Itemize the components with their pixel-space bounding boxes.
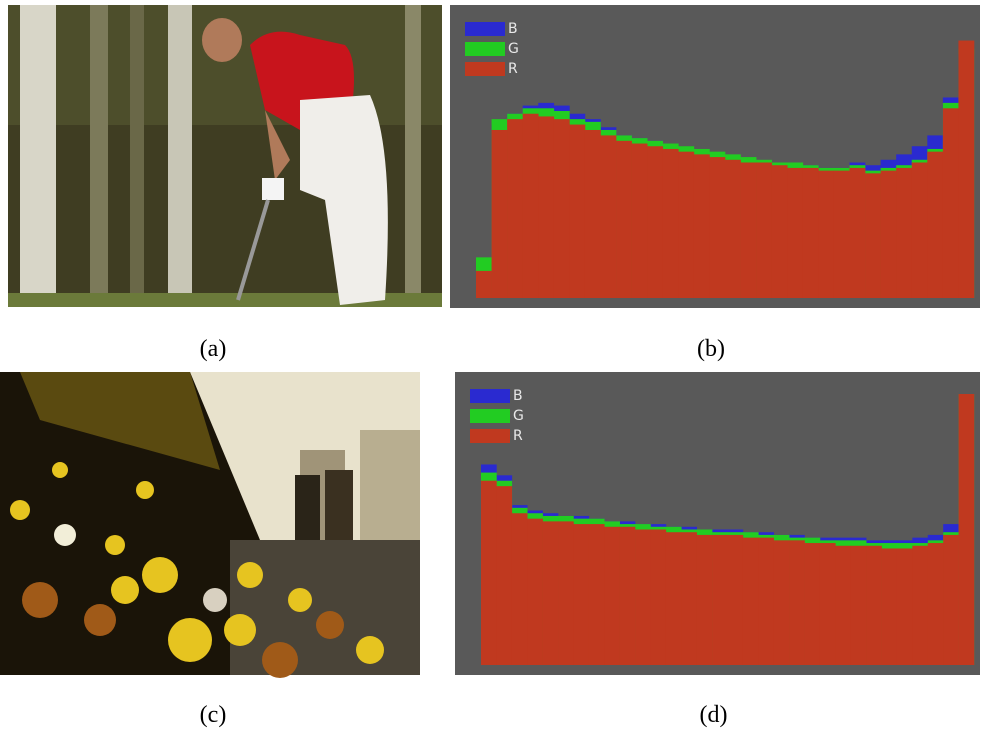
legend-label: B xyxy=(508,21,518,37)
histogram-bar xyxy=(554,119,570,298)
histogram-bar xyxy=(694,154,710,298)
histogram-bar xyxy=(834,171,850,298)
caption: (b) xyxy=(697,336,725,362)
histogram-bar xyxy=(772,165,788,298)
histogram-bar xyxy=(725,160,741,298)
histogram-bar xyxy=(912,546,928,665)
histogram-bar xyxy=(476,271,492,298)
histogram-bar xyxy=(650,530,666,666)
histogram-bar xyxy=(492,130,508,298)
histogram-bar xyxy=(943,535,959,665)
histogram-bar xyxy=(897,548,913,665)
histogram: BGR xyxy=(450,5,980,308)
legend-label: R xyxy=(508,61,518,77)
histogram-bar xyxy=(820,543,836,665)
histogram-bar xyxy=(604,527,620,665)
histogram-bar xyxy=(756,163,772,299)
figure: (a) (c) BGR(b)BGR(d) xyxy=(0,0,982,731)
histogram-bar xyxy=(882,548,898,665)
histogram-bar xyxy=(818,171,834,298)
histogram-bar xyxy=(601,135,617,298)
histogram-bar xyxy=(912,163,928,299)
histogram-bar xyxy=(616,141,632,298)
photo-flowers xyxy=(0,372,420,678)
histogram-bar xyxy=(943,108,959,298)
histogram-bar xyxy=(647,146,663,298)
histogram-bar xyxy=(666,532,682,665)
histogram-bar xyxy=(851,546,867,665)
histogram-bar xyxy=(481,481,497,665)
histogram-bar xyxy=(585,130,601,298)
caption: (c) xyxy=(200,702,227,728)
legend-swatch xyxy=(465,22,505,36)
histogram-bar xyxy=(620,527,636,665)
histogram-bar xyxy=(865,173,881,298)
histogram-bar xyxy=(741,163,757,299)
legend-swatch xyxy=(470,429,510,443)
histogram-bar xyxy=(512,513,528,665)
legend-swatch xyxy=(470,409,510,423)
histogram-bar xyxy=(523,114,539,298)
histogram-bar xyxy=(803,168,819,298)
histogram-bar xyxy=(632,144,648,298)
legend-swatch xyxy=(465,62,505,76)
histogram-bar xyxy=(805,543,821,665)
histogram-bar xyxy=(573,524,589,665)
legend-swatch xyxy=(470,389,510,403)
histogram-bar xyxy=(789,540,805,665)
legend-label: G xyxy=(508,41,519,57)
histogram-bar xyxy=(569,125,585,298)
histogram-bar xyxy=(635,530,651,666)
histogram-bar xyxy=(709,157,725,298)
histogram-bar xyxy=(728,535,744,665)
photo-golfer xyxy=(8,5,442,307)
caption: (a) xyxy=(200,336,227,362)
histogram-bar xyxy=(527,519,543,665)
legend-label: B xyxy=(513,388,523,404)
histogram-bar xyxy=(787,168,803,298)
histogram-bar xyxy=(538,116,554,298)
histogram-bar xyxy=(543,521,559,665)
histogram-bar xyxy=(774,540,790,665)
histogram-bar xyxy=(507,119,523,298)
histogram-bar xyxy=(663,149,679,298)
legend-label: G xyxy=(513,408,524,424)
histogram-bar xyxy=(589,524,605,665)
histogram-bar xyxy=(743,538,759,665)
histogram-bar xyxy=(928,543,944,665)
histogram-bar xyxy=(697,535,713,665)
histogram: BGR xyxy=(455,372,980,675)
histogram-bar xyxy=(850,168,866,298)
histogram-bar xyxy=(681,532,697,665)
histogram-bar xyxy=(866,546,882,665)
histogram-bar xyxy=(959,394,975,665)
histogram-bar xyxy=(958,41,974,298)
legend-swatch xyxy=(465,42,505,56)
histogram-bar xyxy=(927,152,943,298)
histogram-bar xyxy=(712,535,728,665)
histogram-bar xyxy=(678,152,694,298)
histogram-bar xyxy=(758,538,774,665)
histogram-bar xyxy=(881,171,897,298)
histogram-bar xyxy=(496,486,512,665)
histogram-bar xyxy=(896,168,912,298)
caption: (d) xyxy=(700,702,728,728)
histogram-bar xyxy=(558,521,574,665)
histogram-bar xyxy=(835,546,851,665)
legend-label: R xyxy=(513,428,523,444)
